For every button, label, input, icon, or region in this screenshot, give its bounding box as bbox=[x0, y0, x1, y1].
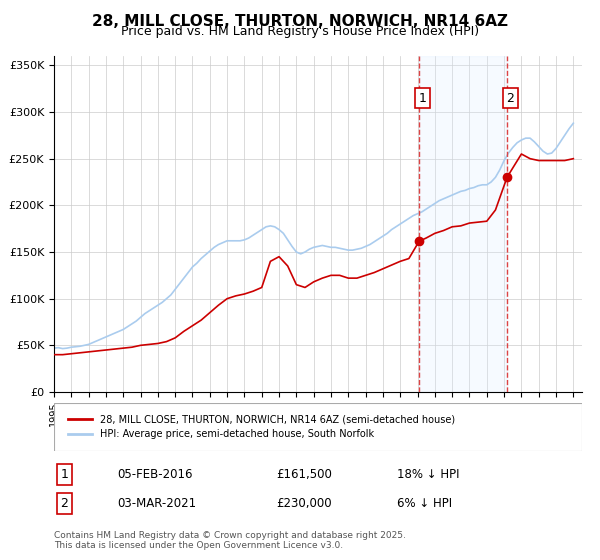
Text: 03-MAR-2021: 03-MAR-2021 bbox=[118, 497, 196, 510]
Text: 05-FEB-2016: 05-FEB-2016 bbox=[118, 468, 193, 481]
FancyBboxPatch shape bbox=[54, 403, 582, 451]
Text: £161,500: £161,500 bbox=[276, 468, 332, 481]
Text: Contains HM Land Registry data © Crown copyright and database right 2025.
This d: Contains HM Land Registry data © Crown c… bbox=[54, 530, 406, 550]
Text: 2: 2 bbox=[61, 497, 68, 510]
Text: 28, MILL CLOSE, THURTON, NORWICH, NR14 6AZ: 28, MILL CLOSE, THURTON, NORWICH, NR14 6… bbox=[92, 14, 508, 29]
Text: 1: 1 bbox=[61, 468, 68, 481]
Text: 1: 1 bbox=[419, 91, 427, 105]
Bar bbox=[419, 56, 507, 392]
Text: £230,000: £230,000 bbox=[276, 497, 331, 510]
Text: 18% ↓ HPI: 18% ↓ HPI bbox=[397, 468, 460, 481]
Text: Price paid vs. HM Land Registry's House Price Index (HPI): Price paid vs. HM Land Registry's House … bbox=[121, 25, 479, 38]
Text: 6% ↓ HPI: 6% ↓ HPI bbox=[397, 497, 452, 510]
Text: 2: 2 bbox=[506, 91, 514, 105]
Legend: 28, MILL CLOSE, THURTON, NORWICH, NR14 6AZ (semi-detached house), HPI: Average p: 28, MILL CLOSE, THURTON, NORWICH, NR14 6… bbox=[64, 410, 459, 444]
